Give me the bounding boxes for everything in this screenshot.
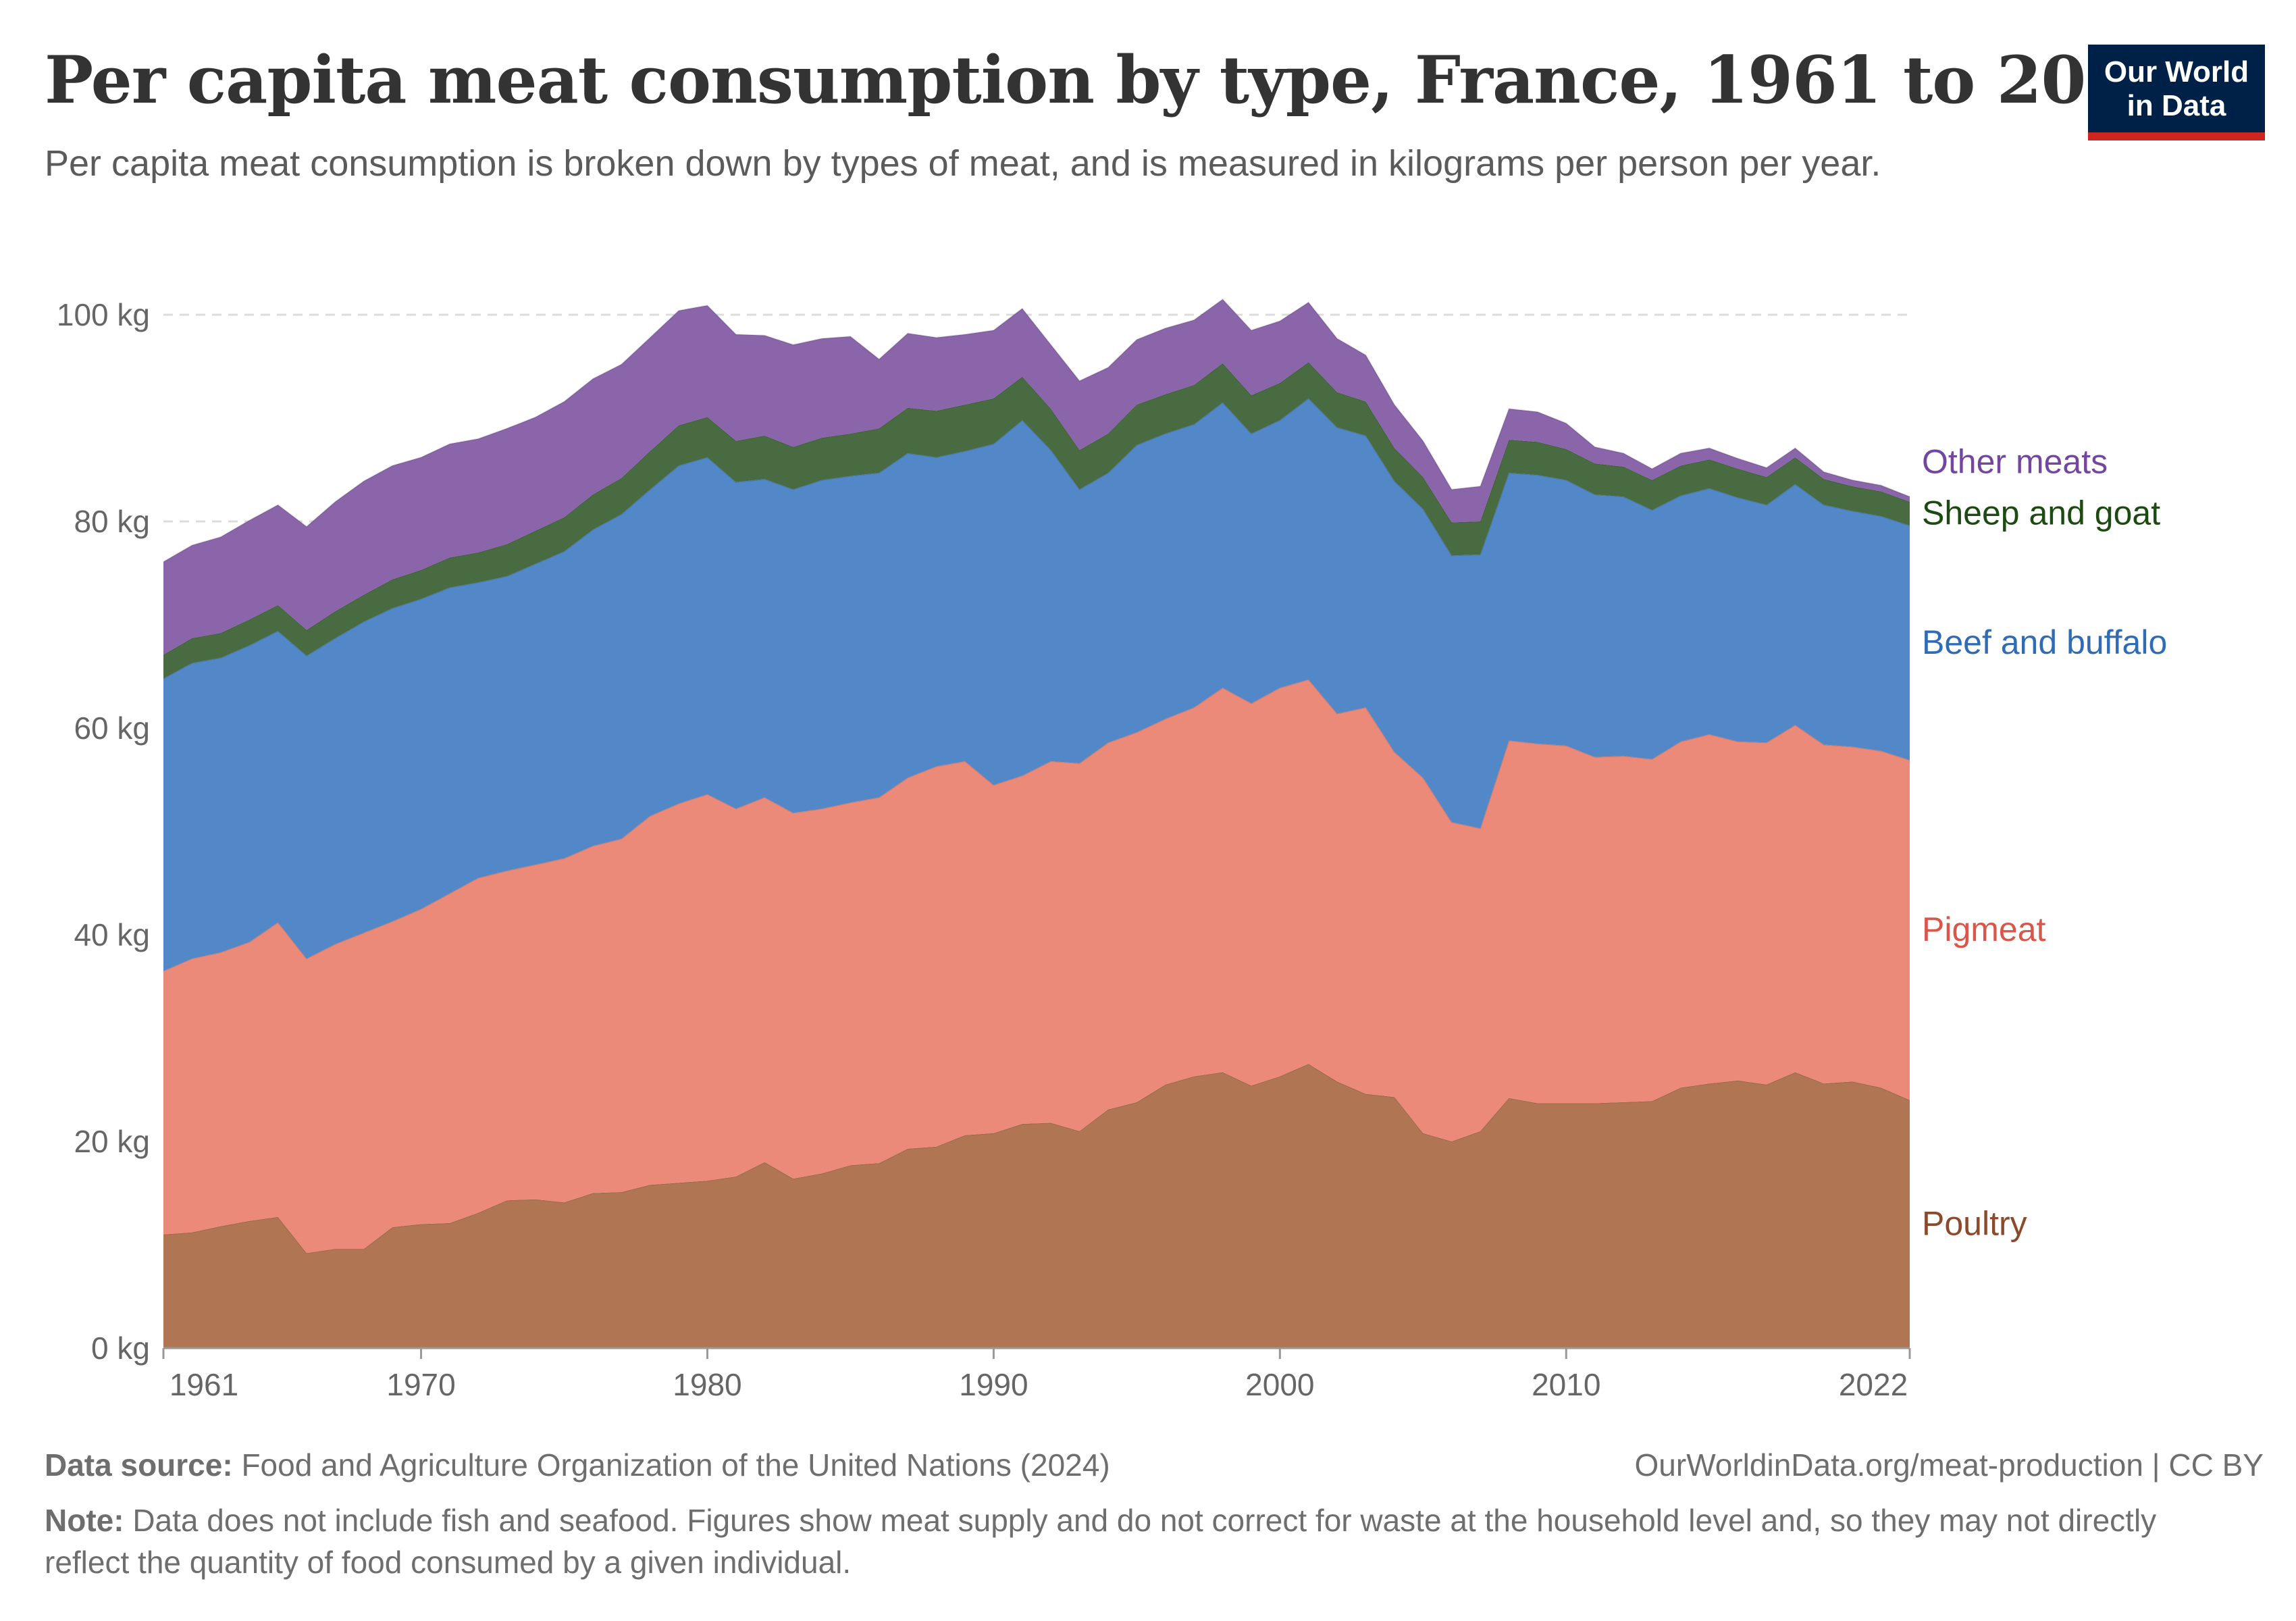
chart-subtitle: Per capita meat consumption is broken do… xyxy=(45,143,1881,184)
y-tick-label: 80 kg xyxy=(74,504,150,539)
y-tick-label: 40 kg xyxy=(74,917,150,952)
area-sheep-and-goat[interactable] xyxy=(163,362,1910,679)
series-label-other-meats[interactable]: Other meats xyxy=(1922,443,2108,481)
y-tick-label: 0 kg xyxy=(91,1331,150,1366)
data-source-label: Data source: xyxy=(45,1447,233,1483)
series-label-pigmeat[interactable]: Pigmeat xyxy=(1922,910,2046,948)
logo-line-2: in Data xyxy=(2127,89,2226,122)
area-other-meats[interactable] xyxy=(163,299,1910,655)
axes: 0 kg 20 kg 40 kg 60 kg 80 kg 100 kg 1961 1970 19… xyxy=(57,297,1911,1402)
note-label: Note: xyxy=(45,1503,124,1538)
area-pigmeat[interactable] xyxy=(163,679,1910,1254)
source-url[interactable]: OurWorldinData.org/meat-production | CC … xyxy=(1634,1447,2264,1483)
series-label-poultry[interactable]: Poultry xyxy=(1922,1204,2027,1242)
x-tick-label: 1990 xyxy=(959,1367,1028,1402)
y-tick-label: 20 kg xyxy=(74,1124,150,1159)
area-edge-other-meats xyxy=(163,298,1910,563)
y-tick-label: 100 kg xyxy=(57,297,150,332)
area-series xyxy=(163,298,1910,1348)
x-tick-label: 2010 xyxy=(1532,1367,1600,1402)
chart-note: Note: Data does not include fish and sea… xyxy=(45,1499,2206,1583)
x-tick-label: 2022 xyxy=(1839,1367,1908,1402)
x-tick-label: 1970 xyxy=(386,1367,455,1402)
area-beef-and-buffalo[interactable] xyxy=(163,398,1910,971)
note-text: Data does not include fish and seafood. … xyxy=(45,1503,2157,1580)
owid-logo[interactable]: Our World in Data xyxy=(2088,45,2265,140)
y-tick-label: 60 kg xyxy=(74,711,150,746)
logo-line-1: Our World xyxy=(2104,55,2249,88)
series-label-beef-and-buffalo[interactable]: Beef and buffalo xyxy=(1922,623,2167,661)
x-tick-label: 1961 xyxy=(169,1367,238,1402)
stacked-area-chart: 0 kg 20 kg 40 kg 60 kg 80 kg 100 kg 1961 1970 19… xyxy=(57,297,2167,1402)
data-source: Data source: Food and Agriculture Organi… xyxy=(45,1447,1110,1483)
series-labels: Poultry Pigmeat Beef and buffalo Sheep and … xyxy=(1922,443,2167,1243)
data-source-text: Food and Agriculture Organization of the… xyxy=(241,1447,1110,1483)
x-tick-label: 2000 xyxy=(1245,1367,1314,1402)
area-poultry[interactable] xyxy=(163,1064,1910,1348)
series-label-sheep-and-goat[interactable]: Sheep and goat xyxy=(1922,494,2160,532)
chart-title: Per capita meat consumption by type, Fra… xyxy=(45,42,2175,118)
x-tick-label: 1980 xyxy=(673,1367,741,1402)
